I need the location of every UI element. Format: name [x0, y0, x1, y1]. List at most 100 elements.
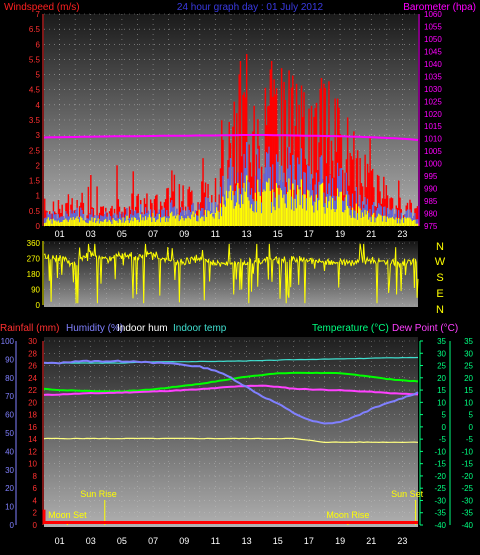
avg-bar [158, 214, 161, 226]
temp-tick-label: 20 [437, 374, 446, 383]
wind-mid-bar [65, 211, 67, 226]
avg-bar [336, 188, 339, 226]
gust-bar [202, 158, 204, 226]
avg-bar [122, 217, 124, 226]
wind-mid-bar [86, 218, 88, 226]
avg-bar [202, 216, 204, 226]
avg-bar [366, 210, 369, 226]
avg-bar [208, 211, 211, 226]
avg-bar [411, 221, 414, 226]
avg-bar [290, 209, 293, 226]
avg-bar [141, 220, 143, 226]
gust-bar [78, 206, 81, 226]
dew-tick-label: -10 [461, 447, 473, 456]
rain-tick-label: 14 [28, 435, 37, 444]
avg-bar [201, 216, 203, 226]
wind-mid-bar [60, 216, 62, 226]
avg-bar [340, 191, 343, 226]
avg-bar [389, 217, 391, 226]
wind-mid-bar [179, 212, 182, 226]
hour-label: 09 [179, 229, 189, 239]
baro-tick-label: 1015 [424, 122, 442, 131]
wind-mid-bar [71, 213, 73, 226]
wind-mid-bar [102, 216, 105, 226]
avg-bar [262, 191, 264, 226]
dir-tick-label: 270 [27, 255, 41, 264]
hour-label: 13 [242, 229, 252, 239]
dew-axis-title: Dew Point (°C) [392, 323, 458, 334]
avg-bar [216, 207, 218, 226]
gust-bar [305, 164, 308, 226]
gust-bar [255, 154, 258, 226]
gust-bar [188, 186, 191, 226]
avg-bar [383, 215, 385, 226]
gust-bar [398, 180, 400, 226]
temp-tick-label: -5 [439, 435, 447, 444]
avg-bar [237, 183, 239, 226]
avg-bar [44, 223, 46, 226]
avg-bar [283, 194, 285, 226]
gust-bar [166, 188, 168, 226]
humidity-tick-label: 30 [5, 466, 14, 475]
humidity-tick-label: 20 [5, 484, 14, 493]
humidity-tick-label: 80 [5, 374, 14, 383]
avg-bar [163, 216, 166, 226]
avg-bar [61, 221, 63, 226]
avg-bar [249, 208, 252, 226]
gust-bar [349, 152, 351, 226]
avg-bar [213, 218, 215, 226]
hour-label: 21 [366, 229, 376, 239]
wind-mid-bar [55, 214, 57, 226]
avg-bar [351, 207, 354, 226]
gust-bar [323, 83, 325, 226]
wind-mid-bar [143, 214, 146, 226]
avg-bar [393, 218, 395, 226]
avg-bar [58, 222, 61, 226]
wind-mid-bar [96, 215, 98, 226]
avg-bar [96, 221, 98, 226]
baro-tick-label: 1045 [424, 47, 442, 56]
avg-bar [162, 217, 164, 226]
avg-bar [192, 211, 194, 226]
avg-bar [390, 218, 393, 226]
gust-bar [201, 181, 203, 226]
dew-point-line [43, 384, 419, 396]
avg-bar [189, 219, 192, 226]
indoor-hum-line [43, 437, 419, 444]
baro-tick-label: 1000 [424, 160, 442, 169]
avg-bar [130, 220, 132, 226]
avg-bar [326, 207, 329, 226]
gust-bar [58, 208, 61, 226]
dew-tick-label: -15 [461, 460, 473, 469]
gust-bar [341, 169, 344, 226]
avg-bar [257, 179, 259, 226]
gust-bar [313, 116, 315, 226]
avg-bar [354, 218, 356, 226]
dew-tick-label: 30 [464, 349, 473, 358]
wind-mid-bar [132, 215, 134, 226]
avg-bar [292, 183, 294, 226]
direction-line [43, 243, 419, 304]
wind-mid-bar [164, 216, 167, 226]
dew-tick-label: 20 [464, 374, 473, 383]
indoor-temp-line [43, 356, 419, 364]
avg-bar [331, 198, 334, 226]
avg-bar [55, 220, 57, 226]
avg-bar [365, 214, 368, 226]
rain-tick-label: 8 [33, 472, 38, 481]
avg-bar [98, 223, 101, 226]
rain-tick-label: 22 [28, 386, 37, 395]
avg-bar [137, 219, 139, 226]
gust-bar [374, 205, 376, 226]
wind-mid-bar [368, 212, 370, 226]
temp-tick-label: -10 [434, 447, 446, 456]
wind-axis-title: Windspeed (m/s) [4, 2, 80, 13]
wind-mid-bar [356, 213, 359, 226]
compass-n-bottom: N [436, 304, 444, 316]
wind-mid-bar [92, 216, 95, 226]
avg-bar [349, 215, 351, 226]
avg-bar [50, 219, 52, 226]
hour-label: 03 [86, 536, 96, 546]
avg-bar [107, 221, 110, 226]
avg-bar [164, 221, 167, 226]
